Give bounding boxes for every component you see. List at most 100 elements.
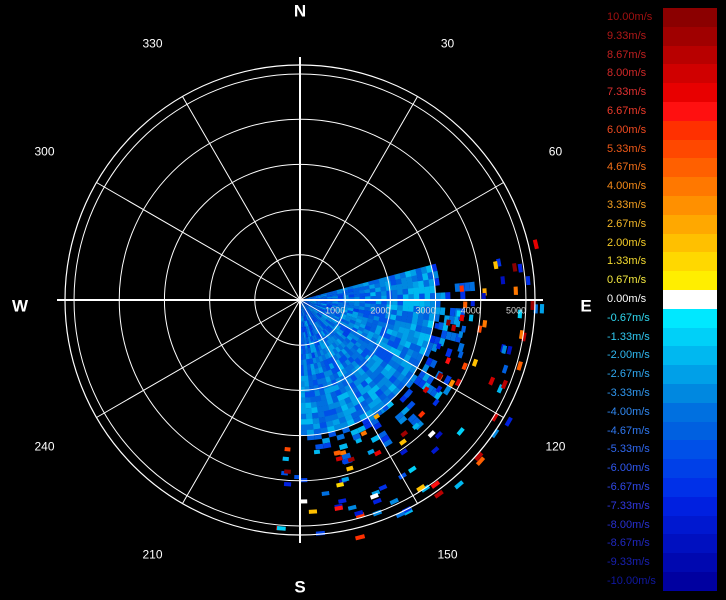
velocity-bin xyxy=(364,303,371,308)
colorbar-swatch xyxy=(663,8,717,27)
velocity-bin xyxy=(303,304,308,309)
velocity-bin xyxy=(339,386,347,395)
velocity-bin xyxy=(319,422,328,429)
velocity-bin xyxy=(331,342,338,349)
colorbar-label: 0.67m/s xyxy=(607,274,647,287)
velocity-bin xyxy=(353,350,361,358)
velocity-bin xyxy=(332,334,339,341)
velocity-bin xyxy=(400,376,410,386)
velocity-bin xyxy=(312,357,317,364)
colorbar-swatch xyxy=(663,139,717,159)
velocity-bin xyxy=(506,345,513,355)
velocity-bin xyxy=(326,305,333,309)
velocity-bin xyxy=(282,456,289,462)
velocity-bin xyxy=(328,314,335,320)
velocity-bin xyxy=(423,279,430,288)
velocity-bin xyxy=(354,332,362,339)
velocity-bin xyxy=(336,338,343,345)
velocity-bin xyxy=(303,303,308,309)
velocity-bin xyxy=(386,304,393,310)
velocity-bin xyxy=(364,325,372,332)
colorbar-label: -4.00m/s xyxy=(607,405,650,418)
velocity-bin xyxy=(348,291,355,296)
velocity-bin xyxy=(384,313,392,320)
velocity-bin xyxy=(313,428,322,436)
velocity-bin xyxy=(375,291,382,297)
velocity-bin xyxy=(305,353,310,360)
velocity-bin xyxy=(311,374,317,381)
velocity-bin xyxy=(358,309,365,314)
velocity-bin xyxy=(319,349,325,356)
velocity-bin xyxy=(326,339,333,346)
colorbar-label: 3.33m/s xyxy=(607,199,647,211)
velocity-bin xyxy=(436,372,444,380)
velocity-bin xyxy=(307,374,313,382)
colorbar-label: -3.33m/s xyxy=(607,387,650,399)
velocity-bin xyxy=(321,302,328,305)
velocity-bin xyxy=(424,293,431,301)
velocity-bin xyxy=(325,307,332,311)
velocity-bin xyxy=(410,269,418,277)
colorbar-entry: 8.00m/s xyxy=(605,64,717,84)
velocity-bin xyxy=(433,489,444,499)
colorbar-label: 10.00m/s xyxy=(607,11,653,23)
velocity-bin xyxy=(305,300,311,303)
velocity-bin xyxy=(313,384,320,392)
velocity-bin xyxy=(300,478,308,483)
velocity-bin xyxy=(341,361,348,369)
velocity-bin xyxy=(455,320,461,328)
velocity-bin xyxy=(326,302,333,306)
velocity-bin xyxy=(433,278,440,286)
velocity-bin xyxy=(360,332,368,339)
velocity-bin xyxy=(315,339,320,346)
velocity-bin xyxy=(316,361,322,369)
velocity-bin xyxy=(399,448,408,456)
velocity-bin xyxy=(304,302,311,306)
colorbar-label: 8.00m/s xyxy=(607,67,647,80)
velocity-bin xyxy=(317,332,322,339)
colorbar-entry: 6.00m/s xyxy=(605,120,717,140)
bearing-spoke xyxy=(299,299,418,504)
velocity-bin xyxy=(362,328,370,335)
velocity-bin xyxy=(327,316,334,321)
velocity-bin xyxy=(324,346,330,354)
colorbar-swatch xyxy=(663,120,717,140)
velocity-bin xyxy=(321,303,328,306)
velocity-bin xyxy=(365,344,373,352)
colorbar-label: -4.67m/s xyxy=(607,424,650,437)
velocity-bin xyxy=(336,330,343,337)
velocity-bin xyxy=(303,364,308,371)
velocity-bin xyxy=(429,300,436,308)
velocity-bin xyxy=(350,353,358,361)
velocity-bin xyxy=(360,430,368,437)
velocity-bin xyxy=(392,300,398,306)
velocity-bin xyxy=(530,301,535,311)
bearing-spoke xyxy=(299,96,418,301)
velocity-bin xyxy=(445,357,452,365)
velocity-bin xyxy=(415,352,425,363)
velocity-bin xyxy=(328,330,335,337)
bearing-spoke xyxy=(96,182,301,301)
velocity-bin xyxy=(416,338,424,348)
velocity-bin xyxy=(312,417,320,425)
colorbar-swatch xyxy=(663,308,717,328)
velocity-bin xyxy=(338,416,347,425)
velocity-bin xyxy=(305,297,311,299)
velocity-bin xyxy=(419,293,425,301)
colorbar-label: 2.00m/s xyxy=(607,236,647,249)
colorbar-entry: 6.67m/s xyxy=(605,102,717,121)
velocity-bin xyxy=(317,344,323,351)
velocity-bin xyxy=(314,433,322,440)
colorbar-swatch xyxy=(663,384,717,403)
velocity-bin xyxy=(305,418,314,425)
velocity-bin xyxy=(299,419,307,425)
velocity-bin xyxy=(380,286,387,292)
velocity-bin xyxy=(326,325,333,331)
velocity-bin xyxy=(328,313,335,318)
velocity-bin xyxy=(313,328,318,335)
velocity-bin xyxy=(336,394,345,402)
velocity-bin xyxy=(361,417,371,426)
velocity-bin xyxy=(352,335,360,342)
velocity-bin xyxy=(305,301,311,303)
colorbar-entry: -8.67m/s xyxy=(605,534,717,554)
